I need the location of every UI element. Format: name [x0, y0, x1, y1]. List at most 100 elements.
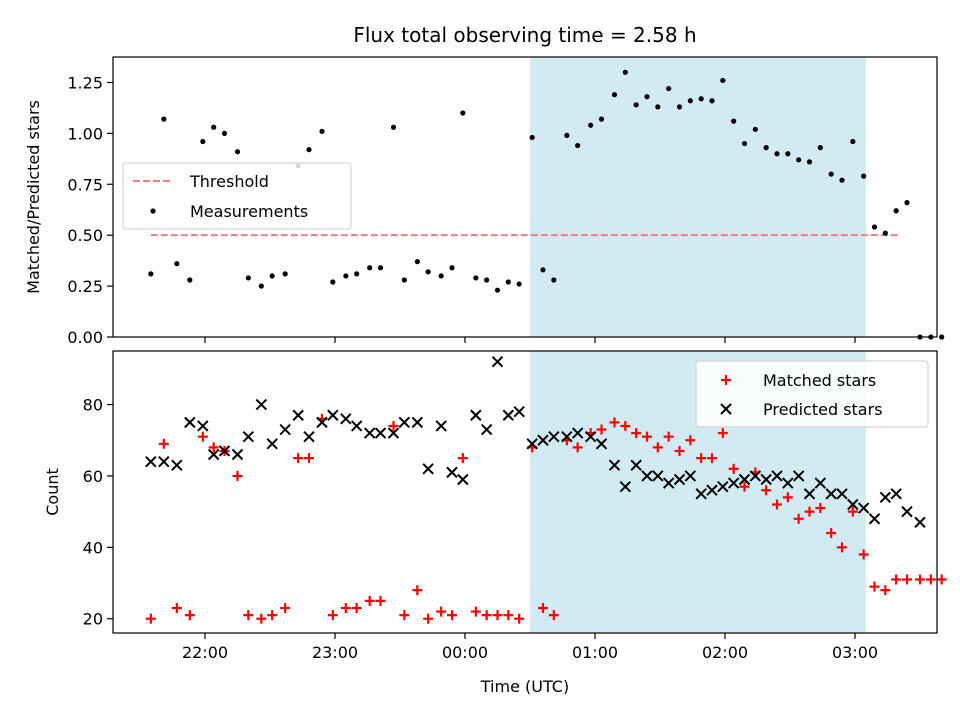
- matched-star-point: [728, 463, 739, 474]
- measurement-point: [438, 273, 444, 279]
- predicted-star-stroke: [207, 448, 220, 461]
- predicted-star-stroke: [145, 455, 157, 468]
- measurement-point: [687, 98, 693, 104]
- predicted-star-point: [803, 488, 816, 500]
- predicted-star-stroke: [422, 463, 434, 475]
- predicted-star-stroke: [652, 470, 664, 482]
- predicted-star-point: [207, 448, 220, 461]
- matched-star-point: [826, 528, 837, 539]
- measurement-point: [330, 279, 336, 285]
- legend-matched-label: Matched stars: [763, 371, 876, 390]
- predicted-star-point: [673, 473, 686, 486]
- bottom-y-tick-label: 60: [83, 467, 103, 486]
- measurement-point: [731, 118, 737, 124]
- matched-star-point: [642, 431, 652, 442]
- predicted-star-point: [571, 427, 584, 439]
- predicted-star-stroke: [673, 473, 686, 486]
- measurement-point: [269, 273, 275, 279]
- predicted-star-stroke: [641, 470, 653, 482]
- predicted-star-point: [901, 505, 913, 518]
- predicted-star-stroke: [197, 420, 209, 432]
- predicted-star-point: [411, 416, 424, 429]
- matched-star-point: [481, 610, 492, 621]
- measurement-point: [319, 128, 325, 134]
- predicted-star-point: [350, 420, 363, 432]
- matched-star-point: [717, 428, 728, 439]
- predicted-star-stroke: [619, 480, 632, 493]
- predicted-star-point: [792, 470, 805, 482]
- matched-star-point: [447, 610, 457, 621]
- matched-star-point: [436, 606, 447, 617]
- predicted-star-point: [727, 477, 740, 489]
- measurement-point: [622, 69, 628, 75]
- predicted-star-point: [502, 409, 515, 421]
- top-y-tick-label: 0.75: [67, 175, 103, 194]
- measurement-point: [174, 261, 180, 267]
- matched-star-point: [171, 603, 182, 614]
- predicted-star-point: [749, 470, 762, 482]
- measurement-point: [774, 151, 780, 157]
- measurement-point: [354, 271, 360, 277]
- matched-star-point: [739, 481, 750, 492]
- predicted-star-stroke: [879, 491, 892, 504]
- matched-star-point: [652, 442, 663, 453]
- predicted-star-stroke: [760, 473, 772, 486]
- predicted-star-point: [158, 455, 170, 468]
- measurement-point: [796, 157, 802, 163]
- predicted-star-point: [630, 459, 642, 471]
- matched-star-point: [596, 424, 607, 435]
- measurement-point: [551, 277, 557, 283]
- predicted-star-point: [879, 491, 892, 504]
- matched-star-point: [925, 574, 936, 585]
- predicted-star-point: [836, 488, 848, 500]
- matched-star-point: [243, 610, 254, 621]
- measurement-point: [839, 177, 845, 183]
- predicted-star-point: [218, 445, 231, 457]
- predicted-star-stroke: [717, 480, 729, 493]
- predicted-star-stroke: [327, 409, 339, 421]
- predicted-star-point: [363, 427, 376, 439]
- legend-measurements-swatch: [150, 208, 156, 214]
- matched-star-point: [280, 603, 291, 614]
- matched-star-point: [514, 613, 525, 624]
- measurement-point: [871, 224, 878, 230]
- measurement-point: [709, 98, 715, 104]
- measurement-point: [939, 334, 945, 340]
- predicted-star-stroke: [847, 498, 859, 511]
- measurement-point: [588, 122, 594, 128]
- measurement-point: [575, 142, 581, 149]
- predicted-star-point: [684, 470, 697, 482]
- predicted-star-stroke: [749, 470, 762, 482]
- predicted-star-point: [857, 502, 870, 514]
- predicted-star-stroke: [491, 356, 504, 368]
- predicted-star-point: [292, 409, 304, 421]
- legend-predicted-label: Predicted stars: [763, 400, 883, 419]
- predicted-star-stroke: [242, 430, 255, 443]
- top-y-tick-label: 1.25: [67, 73, 103, 92]
- top-y-tick-label: 1.00: [67, 124, 103, 143]
- predicted-star-stroke: [695, 488, 707, 500]
- predicted-star-stroke: [255, 398, 268, 411]
- measurement-point: [494, 287, 501, 293]
- measurement-point: [741, 140, 748, 147]
- measurement-point: [282, 271, 288, 277]
- predicted-star-point: [422, 463, 434, 475]
- predicted-star-point: [608, 459, 621, 471]
- predicted-star-point: [662, 477, 675, 489]
- measurement-point: [401, 277, 407, 283]
- predicted-star-point: [706, 484, 718, 496]
- top-y-tick-label: 0.25: [67, 277, 103, 296]
- matched-star-point: [902, 574, 912, 585]
- matched-star-point: [869, 581, 880, 592]
- matched-star-point: [256, 613, 267, 624]
- predicted-star-point: [561, 430, 573, 443]
- measurement-point: [187, 277, 193, 283]
- predicted-star-stroke: [771, 470, 783, 482]
- legend-threshold-label: Threshold: [189, 172, 269, 191]
- predicted-star-stroke: [435, 420, 447, 432]
- predicted-star-stroke: [446, 466, 458, 479]
- predicted-star-point: [266, 438, 278, 450]
- predicted-star-stroke: [814, 477, 827, 489]
- bottom-panel: 20 40 60 80 22:00 23:00 00:00 01:00 02:00 03:00 Ma…: [83, 350, 947, 662]
- matched-star-point: [620, 420, 631, 431]
